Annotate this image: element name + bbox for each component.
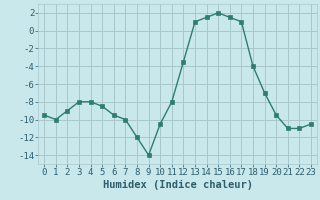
X-axis label: Humidex (Indice chaleur): Humidex (Indice chaleur) — [103, 180, 252, 190]
